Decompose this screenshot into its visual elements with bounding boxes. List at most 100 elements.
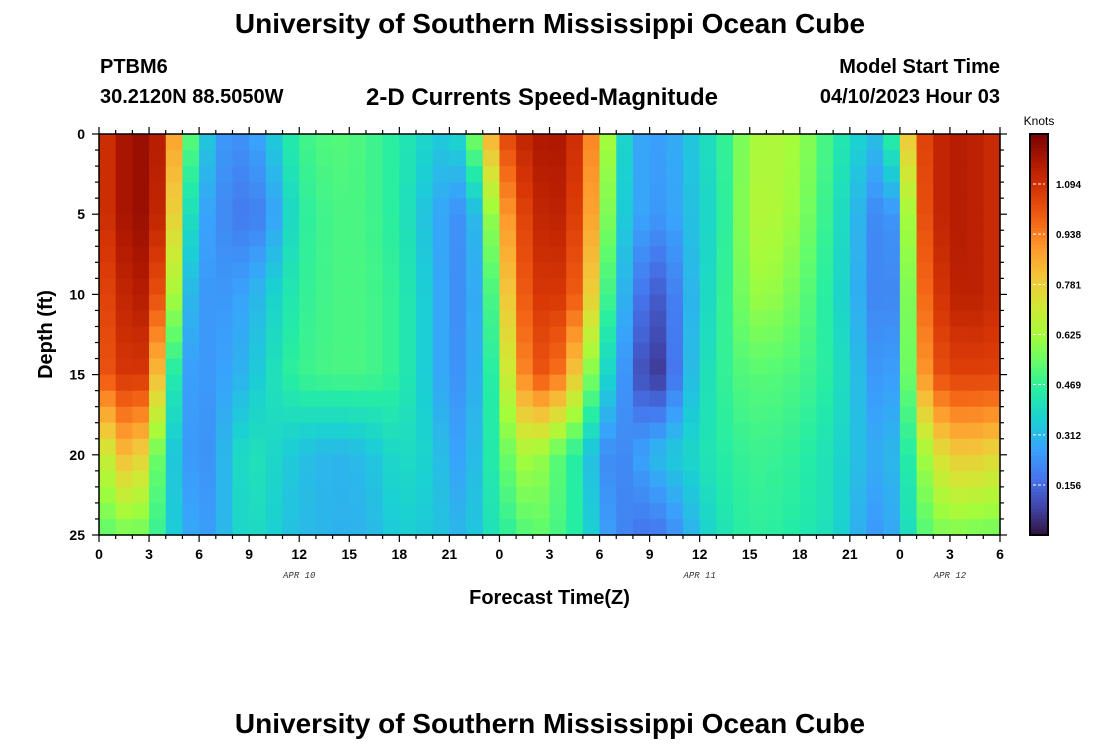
heatmap-cell (299, 230, 317, 247)
heatmap-cell (733, 294, 751, 312)
heatmap-cell (232, 518, 250, 536)
heatmap-cell (983, 182, 1001, 199)
heatmap-cell (182, 422, 200, 440)
heatmap-cell (416, 230, 434, 247)
heatmap-cell (749, 454, 768, 472)
heatmap-cell (566, 454, 584, 472)
heatmap-cell (182, 182, 200, 199)
heatmap-cell (649, 326, 667, 344)
heatmap-cell (833, 374, 851, 392)
heatmap-cell (182, 374, 200, 392)
heatmap-cell (799, 134, 818, 151)
heatmap-cell (165, 230, 184, 247)
heatmap-cell (849, 182, 868, 199)
heatmap-cell (282, 134, 300, 151)
heatmap-cell (949, 198, 968, 215)
heatmap-cell (432, 438, 450, 456)
heatmap-cell (716, 518, 734, 536)
heatmap-cell (766, 406, 784, 424)
heatmap-cell (833, 166, 851, 183)
heatmap-cell (966, 246, 984, 263)
colorbar-band (1030, 528, 1048, 533)
colorbar-band (1030, 217, 1048, 222)
heatmap-cell (416, 454, 434, 472)
heatmap-cell (115, 454, 133, 472)
heatmap-cell (949, 358, 968, 376)
heatmap-cell (766, 518, 784, 536)
heatmap-cell (649, 358, 667, 376)
heatmap-cell (749, 166, 768, 183)
heatmap-cell (983, 454, 1001, 472)
heatmap-cell (883, 214, 901, 231)
heatmap-cell (816, 310, 834, 328)
heatmap-cell (632, 358, 651, 376)
heatmap-cell (282, 518, 300, 536)
heatmap-cell (299, 134, 317, 151)
heatmap-cell (149, 230, 167, 247)
heatmap-cell (199, 150, 217, 167)
heatmap-cell (749, 246, 768, 263)
heatmap-cell (232, 406, 250, 424)
heatmap-cell (466, 470, 484, 488)
heatmap-cell (716, 134, 734, 151)
colorbar-band (1030, 524, 1048, 529)
heatmap-cell (432, 150, 450, 167)
heatmap-cell (215, 438, 234, 456)
heatmap-cell (582, 454, 601, 472)
heatmap-cell (899, 278, 918, 295)
heatmap-cell (182, 470, 200, 488)
heatmap-cell (566, 134, 584, 151)
heatmap-cell (132, 214, 150, 231)
heatmap-cell (966, 230, 984, 247)
colorbar-band (1030, 174, 1048, 179)
heatmap-cell (282, 374, 300, 392)
heatmap-cell (449, 518, 467, 536)
heatmap-cell (265, 390, 284, 408)
heatmap-cell (783, 134, 801, 151)
heatmap-cell (933, 198, 951, 215)
heatmap-cell (649, 182, 667, 199)
heatmap-cell (432, 470, 450, 488)
heatmap-cell (382, 454, 400, 472)
heatmap-cell (983, 518, 1001, 536)
heatmap-cell (232, 454, 250, 472)
heatmap-cell (699, 326, 717, 344)
heatmap-cell (466, 134, 484, 151)
model-start-label: Model Start Time (839, 56, 1000, 78)
heatmap-cell (699, 406, 717, 424)
heatmap-cell (449, 374, 467, 392)
heatmap-cell (766, 134, 784, 151)
heatmap-cell (265, 358, 284, 376)
heatmap-cell (649, 518, 667, 536)
heatmap-cell (249, 438, 267, 456)
heatmap-cell (866, 518, 884, 536)
heatmap-cell (849, 294, 868, 312)
heatmap-cell (949, 214, 968, 231)
heatmap-cell (883, 262, 901, 279)
heatmap-cell (299, 198, 317, 215)
heatmap-cell (966, 150, 984, 167)
heatmap-cell (916, 182, 934, 199)
colorbar-band (1030, 311, 1048, 316)
heatmap-cell (432, 214, 450, 231)
heatmap-cell (966, 134, 984, 151)
heatmap-cell (99, 342, 117, 360)
heatmap-cell (616, 390, 634, 408)
heatmap-cell (733, 502, 751, 520)
heatmap-cell (449, 310, 467, 328)
colorbar-band (1030, 354, 1048, 359)
heatmap-cell (849, 342, 868, 360)
heatmap-cell (482, 358, 501, 376)
heatmap-cell (833, 182, 851, 199)
heatmap-cell (582, 150, 601, 167)
heatmap-cell (265, 182, 284, 199)
heatmap-cell (416, 422, 434, 440)
heatmap-cell (799, 150, 818, 167)
heatmap-cell (766, 374, 784, 392)
heatmap-cell (733, 214, 751, 231)
heatmap-cell (299, 294, 317, 312)
heatmap-cell (849, 518, 868, 536)
heatmap-cell (449, 470, 467, 488)
heatmap-cell (416, 326, 434, 344)
heatmap-cell (299, 518, 317, 536)
